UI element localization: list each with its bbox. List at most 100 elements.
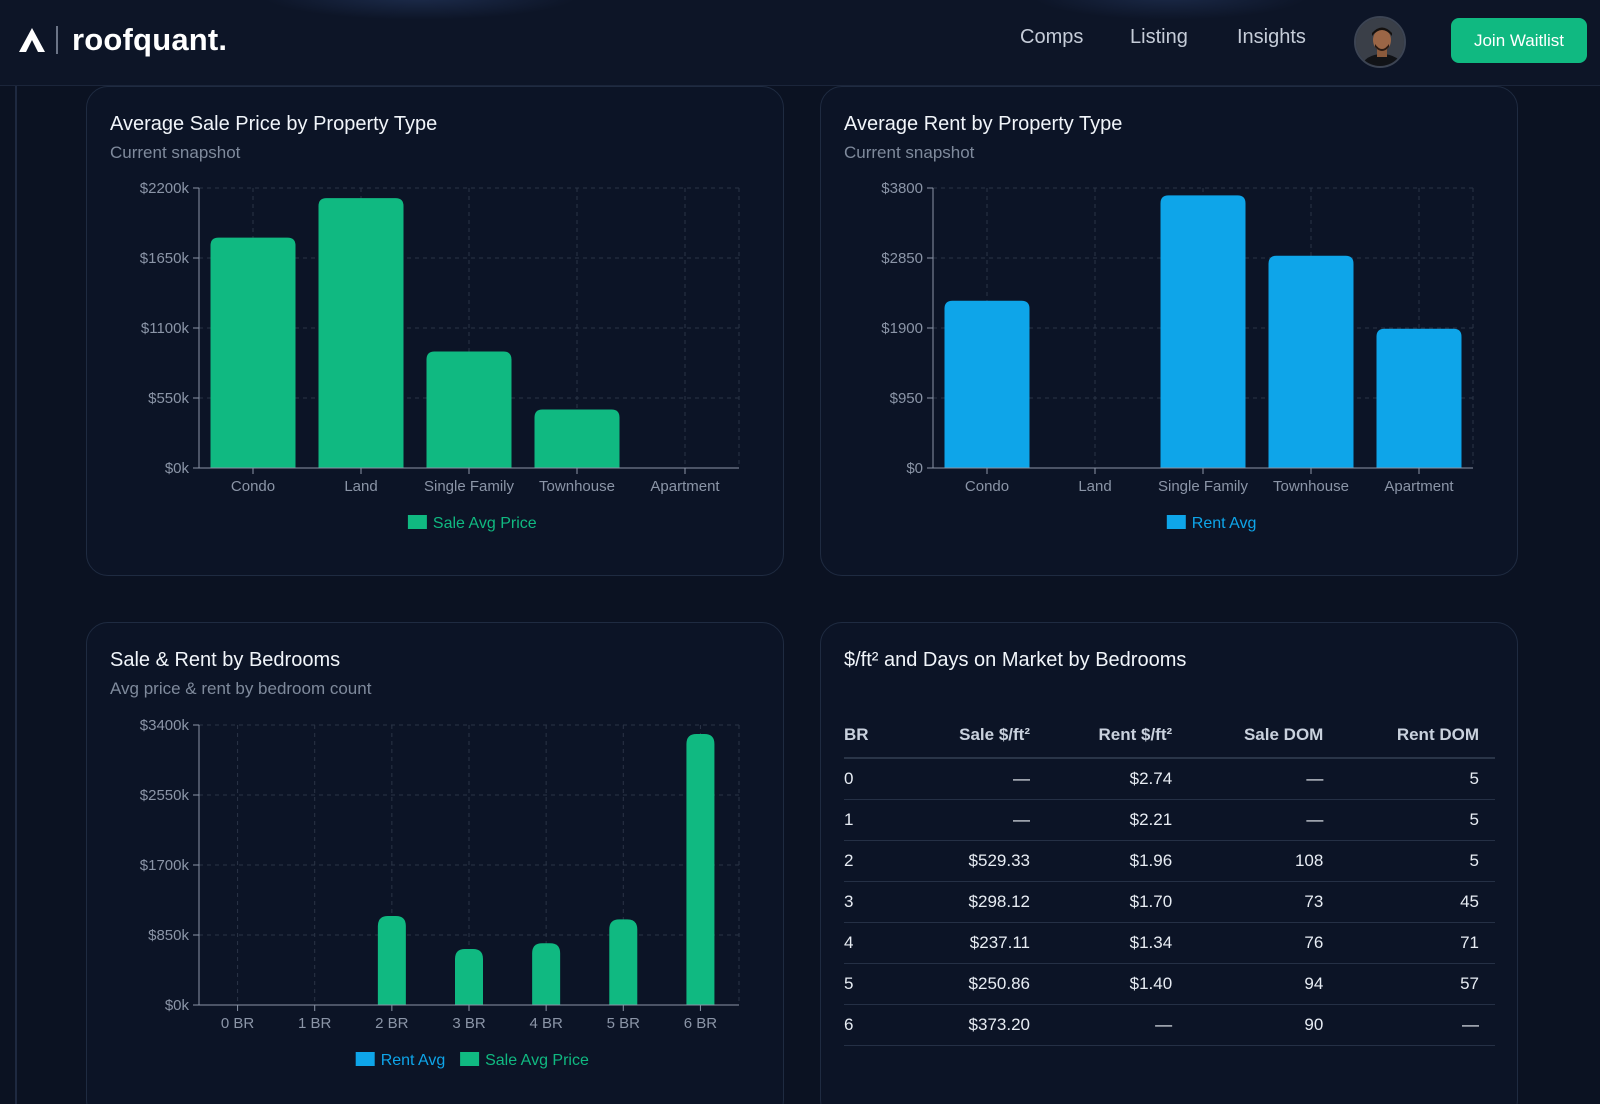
bar-condo	[944, 300, 1030, 468]
card-subtitle: Current snapshot	[844, 143, 975, 162]
bedrooms-metrics-table: BR Sale $/ft² Rent $/ft² Sale DOM Rent DOM 0…	[844, 713, 1495, 1046]
x-tick-label: Single Family	[424, 478, 515, 495]
y-tick-label: $3800	[881, 180, 923, 197]
table-cell: —	[1046, 1004, 1189, 1046]
column-header[interactable]: Sale DOM	[1188, 713, 1340, 759]
y-tick-label: $2550k	[140, 787, 190, 804]
x-tick-label: 0 BR	[221, 1015, 255, 1032]
table-row: 5 $250.86 $1.40 94 57	[844, 963, 1495, 1005]
table-cell: 4	[844, 922, 909, 964]
table-row: 3 $298.12 $1.70 73 45	[844, 881, 1495, 923]
y-tick-label: $3400k	[140, 717, 190, 734]
table-cell: —	[1188, 799, 1340, 841]
table-header-row: BR Sale $/ft² Rent $/ft² Sale DOM Rent DOM	[844, 713, 1495, 759]
table-cell: 71	[1339, 922, 1495, 964]
x-tick-label: Single Family	[1158, 478, 1249, 495]
brand[interactable]: roofquant.	[18, 20, 227, 60]
card-title: $/ft² and Days on Market by Bedrooms	[844, 649, 1187, 671]
table-cell: $2.21	[1046, 799, 1189, 841]
table-cell: 45	[1339, 881, 1495, 923]
table-cell: —	[1339, 1004, 1495, 1046]
table-cell: $1.34	[1046, 922, 1189, 964]
x-tick-label: Apartment	[1384, 478, 1454, 495]
nav-link-listing[interactable]: Listing	[1130, 26, 1188, 48]
table-cell: $2.74	[1046, 758, 1189, 800]
x-tick-label: 2 BR	[375, 1015, 409, 1032]
x-tick-label: 4 BR	[529, 1015, 563, 1032]
column-header[interactable]: Rent DOM	[1339, 713, 1495, 759]
nav-link-comps[interactable]: Comps	[1020, 26, 1084, 48]
legend-label: Rent Avg	[381, 1052, 446, 1069]
table-cell: $1.70	[1046, 881, 1189, 923]
user-avatar[interactable]	[1354, 16, 1406, 68]
table-cell: 2	[844, 840, 909, 882]
x-tick-label: Land	[1078, 478, 1111, 495]
table-cell: 108	[1188, 840, 1340, 882]
table-cell: 1	[844, 799, 909, 841]
card-subtitle: Current snapshot	[110, 143, 241, 162]
column-header[interactable]: BR	[844, 713, 909, 759]
column-header[interactable]: Sale $/ft²	[908, 713, 1046, 759]
table-cell: 6	[844, 1004, 909, 1046]
y-tick-label: $0k	[165, 997, 190, 1014]
sale-price-bar-chart: Condo Land Single Family Townhouse Apartment…	[140, 180, 740, 532]
bar-townhouse	[534, 409, 620, 468]
header-glow-right	[1030, 0, 1310, 20]
table-cell: —	[908, 799, 1046, 841]
table-cell: 5	[1339, 799, 1495, 841]
legend-swatch	[460, 1052, 480, 1066]
roofquant-logo-icon	[19, 28, 45, 52]
y-tick-label: $2200k	[140, 180, 190, 197]
bar-6-br	[686, 734, 715, 1005]
x-tick-label: Condo	[965, 478, 1009, 495]
table-cell: 57	[1339, 963, 1495, 1005]
y-tick-label: $2850	[881, 250, 923, 267]
bar-4-br	[532, 943, 561, 1005]
top-navigation-bar: roofquant. Comps Listing Insights Join W…	[0, 0, 1600, 86]
sale-rent-by-bedrooms-card: Sale & Rent by Bedrooms Avg price & rent…	[86, 622, 784, 1104]
table-row: 6 $373.20—90—	[844, 1004, 1495, 1046]
y-tick-label: $1100k	[141, 320, 190, 337]
bar-single-family	[1160, 195, 1246, 469]
table-row: 2 $529.33 $1.96 108 5	[844, 840, 1495, 882]
bar-apartment	[1376, 328, 1462, 468]
table-body: 0— $2.74—5 1— $2.21—5 2 $529.33 $1.96 108 5 3 $298…	[844, 758, 1495, 1046]
y-tick-label: $1900	[881, 320, 923, 337]
bar-2-br	[377, 916, 406, 1005]
brand-name: roofquant.	[72, 22, 228, 57]
join-waitlist-button[interactable]: Join Waitlist	[1451, 18, 1587, 63]
sale-price-by-type-card: Average Sale Price by Property Type Curr…	[86, 86, 784, 576]
table-row: 0— $2.74—5	[844, 758, 1495, 800]
card-title: Sale & Rent by Bedrooms	[110, 649, 341, 671]
y-tick-label: $550k	[148, 390, 189, 407]
card-subtitle: Avg price & rent by bedroom count	[110, 679, 372, 698]
table-cell: 0	[844, 758, 909, 800]
x-tick-label: Townhouse	[1273, 478, 1349, 495]
column-header[interactable]: Rent $/ft²	[1046, 713, 1189, 759]
header-glow-left	[260, 0, 580, 20]
table-cell: $373.20	[908, 1004, 1046, 1046]
card-title: Average Rent by Property Type	[844, 113, 1123, 135]
legend-label: Rent Avg	[1192, 515, 1257, 532]
legend-swatch	[1166, 515, 1186, 529]
rent-by-type-card: Average Rent by Property Type Current sn…	[820, 86, 1518, 576]
nav-link-insights[interactable]: Insights	[1237, 26, 1306, 48]
y-tick-label: $950	[890, 390, 923, 407]
y-tick-label: $1700k	[140, 857, 190, 874]
avatar-icon	[1356, 18, 1404, 66]
bar-condo	[210, 237, 296, 468]
y-tick-label: $850k	[148, 927, 189, 944]
table-cell: $250.86	[908, 963, 1046, 1005]
x-tick-label: 6 BR	[684, 1015, 718, 1032]
bar-single-family	[426, 351, 512, 468]
table-cell: 90	[1188, 1004, 1340, 1046]
table-cell: 73	[1188, 881, 1340, 923]
x-tick-label: Apartment	[650, 478, 720, 495]
table-cell: $529.33	[908, 840, 1046, 882]
table-cell: 5	[1339, 758, 1495, 800]
table-cell: $237.11	[908, 922, 1046, 964]
table-cell: 94	[1188, 963, 1340, 1005]
legend-swatch	[355, 1052, 375, 1066]
table-row: 4 $237.11 $1.34 76 71	[844, 922, 1495, 964]
bar-3-br	[455, 949, 483, 1005]
